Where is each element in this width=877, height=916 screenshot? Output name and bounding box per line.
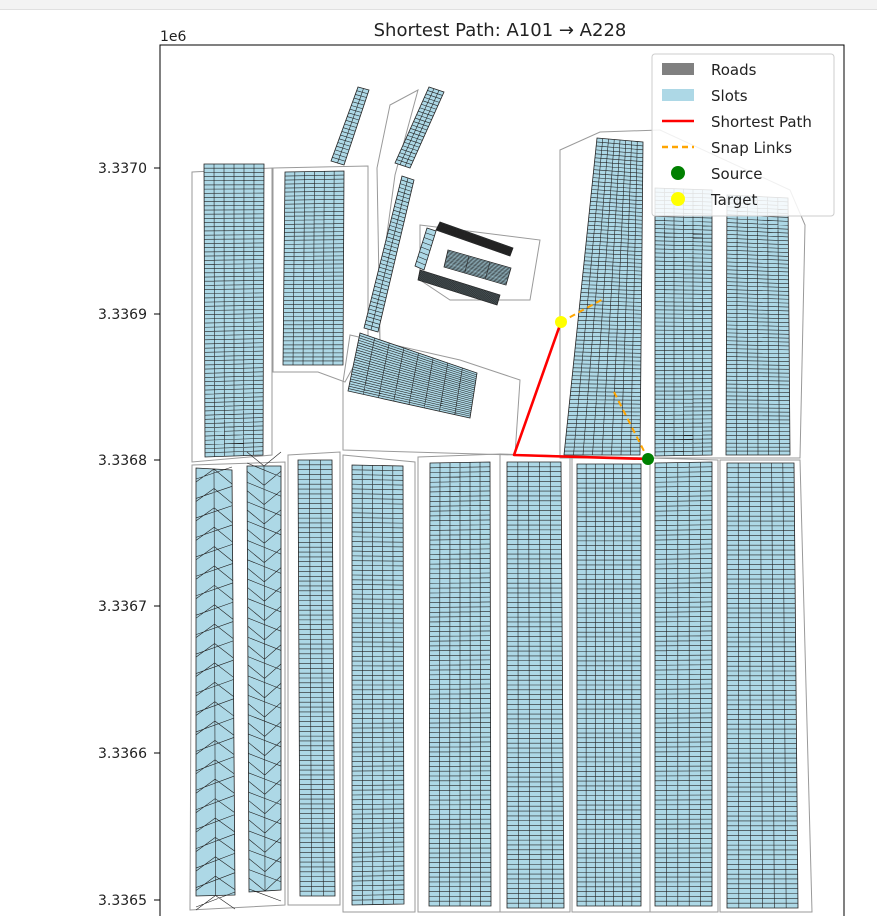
slot-grid-lines (348, 335, 477, 417)
y-tick-label: 3.3365 (98, 893, 147, 909)
legend-roads-label: Roads (711, 61, 757, 79)
slot-block (394, 86, 445, 169)
path-overlay (512, 297, 654, 465)
y-tick-label: 3.3369 (98, 307, 147, 323)
slot-block-outline (246, 465, 282, 893)
y-tick-label: 3.3367 (98, 599, 147, 615)
snap-link-target (560, 297, 606, 323)
y-axis: 3.3365 3.3366 3.3367 3.3368 3.3369 3.337… (98, 161, 160, 909)
legend-target-label: Target (710, 191, 758, 209)
legend-source-label: Source (711, 165, 763, 183)
legend-slots-swatch (662, 89, 694, 101)
slot-block (563, 137, 644, 456)
y-tick-label: 3.3366 (98, 746, 147, 762)
slot-grid-lines (577, 464, 641, 906)
y-tick-label: 3.3368 (98, 453, 147, 469)
slot-block-outline (330, 86, 370, 166)
road-outline (719, 459, 813, 913)
road-outline (342, 334, 521, 456)
slot-grid-lines (444, 250, 511, 285)
slots-layer (195, 86, 799, 911)
slot-grid-lines (416, 232, 435, 266)
slot-block (428, 461, 492, 907)
slot-grid-lines (246, 451, 282, 902)
slot-grid-lines (195, 466, 236, 911)
slot-grid-lines (332, 88, 368, 164)
slot-block (363, 175, 415, 333)
snap-link-source (613, 391, 649, 460)
y-tick-label: 3.3370 (98, 161, 147, 177)
legend-roads-swatch (662, 63, 694, 75)
slot-block (195, 466, 236, 911)
chart-title: Shortest Path: A101 → A228 (374, 20, 627, 41)
slot-grid-lines (436, 222, 513, 256)
slot-grid-lines (204, 163, 264, 457)
slot-grid-lines (429, 462, 491, 907)
legend-box (651, 53, 835, 217)
slot-block (297, 459, 336, 897)
y-offset-label: 1e6 (160, 29, 187, 45)
notebook-toolbar (0, 0, 877, 10)
road-outline (272, 165, 369, 383)
slot-block (203, 163, 265, 458)
slot-grid-lines (396, 88, 443, 167)
slot-block (654, 461, 713, 907)
legend-snap-label: Snap Links (711, 139, 792, 157)
target-marker (555, 316, 567, 328)
slot-block (654, 187, 713, 457)
slot-block (347, 332, 478, 419)
slot-grid-lines (727, 462, 798, 909)
slot-grid-lines (418, 270, 500, 305)
axes-frame (159, 44, 845, 916)
legend-source-marker (671, 166, 685, 180)
road-outline (649, 457, 719, 913)
slot-block (443, 249, 512, 286)
slot-block (351, 464, 405, 906)
slot-block (414, 227, 437, 271)
slot-block (330, 86, 370, 166)
road-outline (287, 451, 341, 906)
slot-grid-lines (564, 138, 643, 456)
legend-slots-label: Slots (711, 87, 748, 105)
shortest-path-line (512, 321, 649, 461)
slot-grid-lines (298, 459, 335, 897)
slot-block (506, 461, 565, 909)
slot-block (576, 463, 642, 907)
slot-grid-lines (507, 461, 564, 909)
slot-grid-lines (283, 171, 344, 366)
slot-block (417, 269, 501, 306)
source-marker (642, 453, 654, 465)
slot-grid-lines (364, 177, 414, 331)
slot-block (246, 451, 282, 902)
road-outline (342, 454, 416, 913)
legend-path-label: Shortest Path (711, 113, 812, 131)
slot-block (435, 221, 514, 257)
legend-target-marker (671, 192, 685, 206)
slot-grid-lines (351, 465, 404, 905)
slot-block (725, 194, 791, 456)
slot-block (282, 170, 345, 366)
plot-area (189, 86, 813, 913)
road-outline (189, 461, 286, 911)
slot-grid-lines (654, 462, 713, 906)
slot-block (726, 462, 799, 909)
legend: Roads Slots Shortest Path Snap Links Sou… (651, 53, 835, 217)
